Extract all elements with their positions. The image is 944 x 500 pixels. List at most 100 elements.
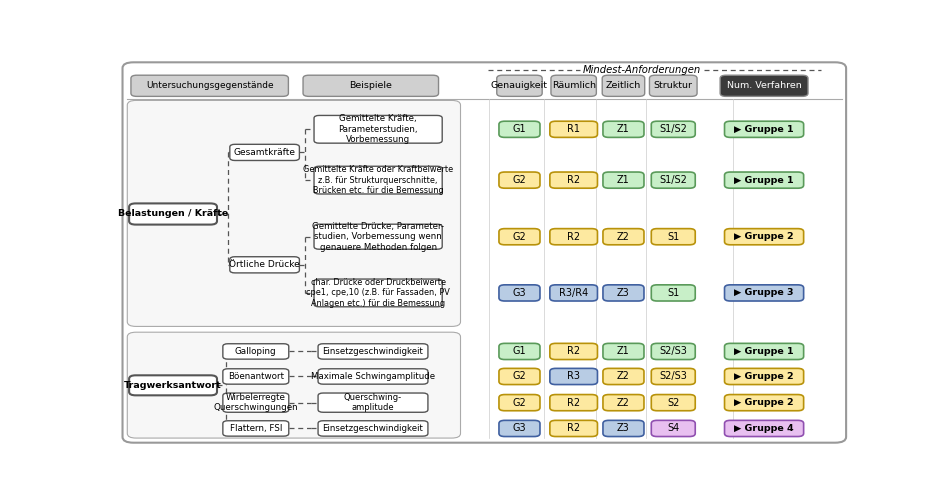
FancyBboxPatch shape [318, 420, 428, 436]
FancyBboxPatch shape [724, 344, 802, 359]
Text: Galloping: Galloping [235, 347, 277, 356]
Text: Einsetzgeschwindigkeit: Einsetzgeschwindigkeit [322, 424, 423, 433]
Text: G3: G3 [512, 288, 526, 298]
FancyBboxPatch shape [724, 228, 802, 245]
Text: R2: R2 [566, 346, 580, 356]
Text: Räumlich: Räumlich [551, 82, 595, 90]
FancyBboxPatch shape [724, 285, 802, 301]
FancyBboxPatch shape [498, 420, 539, 436]
FancyBboxPatch shape [724, 121, 802, 138]
Text: S1: S1 [666, 232, 679, 241]
Text: G2: G2 [512, 232, 526, 241]
FancyBboxPatch shape [602, 420, 643, 436]
FancyBboxPatch shape [549, 228, 597, 245]
Text: G2: G2 [512, 398, 526, 407]
Text: S2/S3: S2/S3 [659, 372, 686, 382]
Text: ▶ Gruppe 4: ▶ Gruppe 4 [733, 424, 793, 433]
Text: R3: R3 [566, 372, 580, 382]
FancyBboxPatch shape [498, 228, 539, 245]
Text: Z1: Z1 [616, 175, 629, 185]
Text: Gemittelte Drücke, Parameter-
studien, Vorbemessung wenn
genauere Methoden folge: Gemittelte Drücke, Parameter- studien, V… [312, 222, 444, 252]
Text: Z2: Z2 [616, 372, 630, 382]
Text: Tragwerksantwort: Tragwerksantwort [124, 381, 222, 390]
FancyBboxPatch shape [650, 344, 695, 359]
Text: R2: R2 [566, 232, 580, 241]
Text: Flattern, FSI: Flattern, FSI [229, 424, 281, 433]
Text: S1/S2: S1/S2 [659, 175, 686, 185]
Text: R3/R4: R3/R4 [559, 288, 588, 298]
Text: ▶ Gruppe 1: ▶ Gruppe 1 [733, 347, 793, 356]
FancyBboxPatch shape [498, 285, 539, 301]
FancyBboxPatch shape [649, 75, 697, 96]
Text: G1: G1 [512, 346, 526, 356]
FancyBboxPatch shape [123, 62, 845, 442]
FancyBboxPatch shape [650, 121, 695, 138]
Text: Wirbelerregte
Querschwingungen: Wirbelerregte Querschwingungen [213, 393, 297, 412]
FancyBboxPatch shape [602, 394, 643, 410]
Text: Beispiele: Beispiele [349, 82, 392, 90]
FancyBboxPatch shape [313, 116, 442, 143]
FancyBboxPatch shape [313, 224, 442, 249]
FancyBboxPatch shape [498, 121, 539, 138]
Text: ▶ Gruppe 1: ▶ Gruppe 1 [733, 176, 793, 184]
Text: ▶ Gruppe 2: ▶ Gruppe 2 [733, 372, 793, 381]
Text: ▶ Gruppe 3: ▶ Gruppe 3 [733, 288, 793, 298]
Text: Z1: Z1 [616, 124, 629, 134]
FancyBboxPatch shape [719, 75, 807, 96]
Text: G2: G2 [512, 372, 526, 382]
FancyBboxPatch shape [129, 376, 217, 396]
FancyBboxPatch shape [303, 75, 438, 96]
FancyBboxPatch shape [601, 75, 644, 96]
FancyBboxPatch shape [229, 256, 299, 273]
FancyBboxPatch shape [602, 228, 643, 245]
FancyBboxPatch shape [602, 285, 643, 301]
Text: Genauigkeit: Genauigkeit [491, 82, 548, 90]
FancyBboxPatch shape [223, 344, 289, 359]
FancyBboxPatch shape [602, 344, 643, 359]
Text: S2/S3: S2/S3 [659, 346, 686, 356]
FancyBboxPatch shape [318, 393, 428, 412]
Text: Gemittelte Kräfte oder Kraftbeiwerte
z.B. für Strukturquerschnitte,
Brücken etc.: Gemittelte Kräfte oder Kraftbeiwerte z.B… [303, 165, 453, 195]
Text: char. Drücke oder Druckbeiwerte
cpe1, cpe,10 (z.B. für Fassaden, PV
Anlagen etc.: char. Drücke oder Druckbeiwerte cpe1, cp… [306, 278, 449, 308]
FancyBboxPatch shape [313, 279, 442, 307]
FancyBboxPatch shape [549, 172, 597, 188]
Text: Mindest-Anforderungen: Mindest-Anforderungen [582, 64, 700, 74]
Text: S4: S4 [666, 424, 679, 434]
Text: Örtliche Drücke: Örtliche Drücke [229, 260, 299, 270]
FancyBboxPatch shape [129, 204, 217, 225]
FancyBboxPatch shape [602, 121, 643, 138]
Text: Gemittelte Kräfte,
Parameterstudien,
Vorbemessung: Gemittelte Kräfte, Parameterstudien, Vor… [338, 114, 417, 144]
Text: Maximale Schwingamplitude: Maximale Schwingamplitude [311, 372, 434, 381]
FancyBboxPatch shape [650, 368, 695, 384]
Text: Zeitlich: Zeitlich [605, 82, 640, 90]
FancyBboxPatch shape [497, 75, 542, 96]
FancyBboxPatch shape [549, 344, 597, 359]
Text: Z2: Z2 [616, 398, 630, 407]
FancyBboxPatch shape [724, 172, 802, 188]
Text: Belastungen / Kräfte: Belastungen / Kräfte [118, 210, 228, 218]
FancyBboxPatch shape [602, 172, 643, 188]
FancyBboxPatch shape [549, 285, 597, 301]
Text: ▶ Gruppe 2: ▶ Gruppe 2 [733, 398, 793, 407]
FancyBboxPatch shape [724, 368, 802, 384]
Text: ▶ Gruppe 1: ▶ Gruppe 1 [733, 125, 793, 134]
FancyBboxPatch shape [650, 394, 695, 410]
FancyBboxPatch shape [650, 172, 695, 188]
Text: S2: S2 [666, 398, 679, 407]
FancyBboxPatch shape [229, 144, 299, 160]
FancyBboxPatch shape [549, 121, 597, 138]
FancyBboxPatch shape [223, 369, 289, 384]
FancyBboxPatch shape [549, 368, 597, 384]
Text: G3: G3 [512, 424, 526, 434]
Text: ▶ Gruppe 2: ▶ Gruppe 2 [733, 232, 793, 241]
FancyBboxPatch shape [313, 166, 442, 194]
FancyBboxPatch shape [650, 228, 695, 245]
FancyBboxPatch shape [131, 75, 288, 96]
FancyBboxPatch shape [724, 420, 802, 436]
Text: R2: R2 [566, 424, 580, 434]
FancyBboxPatch shape [127, 100, 460, 326]
Text: Einsetzgeschwindigkeit: Einsetzgeschwindigkeit [322, 347, 423, 356]
Text: Querschwing-
amplitude: Querschwing- amplitude [344, 393, 401, 412]
FancyBboxPatch shape [549, 420, 597, 436]
Text: G2: G2 [512, 175, 526, 185]
